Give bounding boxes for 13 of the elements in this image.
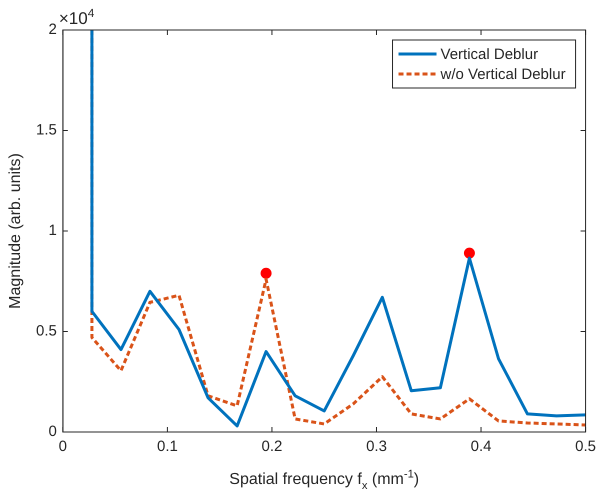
x-tick-label: 0.4 (470, 438, 492, 456)
y-tick-label: 2 (48, 21, 57, 38)
y-tick-label: 0 (48, 423, 57, 440)
x-tick-label: 0.1 (156, 438, 178, 456)
x-tick-label: 0.3 (366, 438, 387, 456)
x-tick-label: 0.5 (575, 438, 596, 456)
y-tick-label: 1.5 (36, 122, 57, 139)
x-tick-label: 0.2 (262, 438, 282, 456)
y-axis-title: Magnitude (arb. units) (7, 153, 24, 309)
y-tick-label: 0.5 (36, 322, 57, 340)
y-tick-label: 1 (48, 222, 57, 240)
legend-label: Vertical Deblur (440, 46, 538, 64)
legend-label: w/o Vertical Deblur (440, 66, 566, 84)
